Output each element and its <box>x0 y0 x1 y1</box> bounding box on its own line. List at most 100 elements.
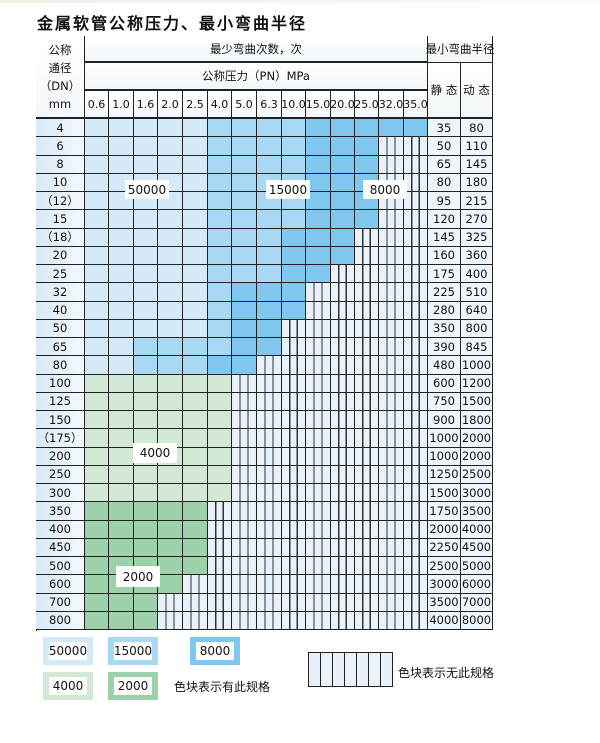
dn-cell: 125 <box>36 392 85 411</box>
bend-count-cell-50000 <box>85 319 109 338</box>
unavailable-cell <box>257 374 282 393</box>
bend-count-cell-50000 <box>109 210 134 229</box>
bend-count-cell-4000 <box>208 484 232 503</box>
bend-count-cell-4000 <box>85 465 109 484</box>
unavailable-cell <box>257 593 282 612</box>
dynamic-radius-cell: 145 <box>461 155 493 174</box>
region-label-15000: 15000 <box>266 180 310 199</box>
dn-cell: 200 <box>36 447 85 466</box>
unavailable-cell <box>379 538 404 557</box>
bend-count-cell-4000 <box>158 411 183 430</box>
bend-count-cell-50000 <box>85 246 109 265</box>
bend-count-cell-4000 <box>208 392 232 411</box>
unavailable-cell <box>208 575 232 594</box>
bend-count-cell-15000 <box>282 155 306 174</box>
static-radius-cell: 750 <box>428 392 461 411</box>
unavailable-cell <box>282 593 306 612</box>
unavailable-cell <box>331 575 355 594</box>
legend-unavailable-text: 色块表示无此规格 <box>398 666 495 680</box>
bend-count-cell-15000 <box>208 192 232 211</box>
unavailable-cell <box>331 392 355 411</box>
bend-count-cell-50000 <box>134 246 158 265</box>
dn-cell: （12） <box>36 192 85 211</box>
bend-count-cell-2000 <box>85 538 109 557</box>
pressure-column-header: 35.0 <box>403 91 428 119</box>
unavailable-cell <box>355 356 379 375</box>
pressure-column-header: 2.0 <box>158 91 183 119</box>
dynamic-radius-cell: 215 <box>461 192 493 211</box>
static-radius-cell: 390 <box>428 338 461 357</box>
bend-count-cell-4000 <box>183 484 208 503</box>
bend-count-cell-15000 <box>257 228 282 247</box>
dn-cell: 350 <box>36 502 85 521</box>
bend-count-cell-8000 <box>404 119 428 138</box>
bend-count-cell-15000 <box>208 119 232 138</box>
unavailable-cell <box>232 538 257 557</box>
unavailable-cell <box>306 593 331 612</box>
dn-cell: 65 <box>36 338 85 357</box>
unavailable-cell <box>331 557 355 576</box>
unavailable-cell <box>404 283 428 302</box>
unavailable-cell <box>208 538 232 557</box>
unavailable-cell <box>404 392 428 411</box>
dn-cell: 15 <box>36 210 85 229</box>
unavailable-cell <box>306 575 331 594</box>
min-radius-header: 最小弯曲半径 <box>426 36 495 63</box>
bend-count-cell-4000 <box>134 411 158 430</box>
bend-count-cell-2000 <box>85 575 109 594</box>
static-radius-cell: 95 <box>428 192 461 211</box>
bend-count-cell-50000 <box>183 283 208 302</box>
dn-cell: 100 <box>36 374 85 393</box>
region-label-8000: 8000 <box>363 180 407 199</box>
bend-count-cell-50000 <box>109 319 134 338</box>
unavailable-cell <box>355 593 379 612</box>
bend-count-cell-50000 <box>183 210 208 229</box>
bend-count-cell-50000 <box>183 246 208 265</box>
unavailable-cell <box>379 356 404 375</box>
unavailable-cell <box>306 283 331 302</box>
static-radius-cell: 1250 <box>428 465 461 484</box>
unavailable-cell <box>404 411 428 430</box>
unavailable-cell <box>306 301 331 320</box>
dynamic-radius-cell: 3500 <box>461 502 493 521</box>
dynamic-radius-cell: 640 <box>461 301 493 320</box>
pressure-header: 公称压力（PN）MPa <box>85 63 428 91</box>
region-label-2000: 2000 <box>116 566 160 587</box>
unavailable-cell <box>306 356 331 375</box>
bend-count-cell-4000 <box>134 392 158 411</box>
legend-label: 2000 <box>114 677 152 695</box>
unavailable-cell <box>331 374 355 393</box>
unavailable-cell <box>257 538 282 557</box>
static-radius-cell: 2250 <box>428 538 461 557</box>
unavailable-cell <box>282 465 306 484</box>
dynamic-radius-cell: 1800 <box>461 411 493 430</box>
dynamic-radius-cell: 2000 <box>461 447 493 466</box>
unavailable-cell <box>257 557 282 576</box>
dynamic-radius-cell: 6000 <box>461 575 493 594</box>
bend-count-cell-15000 <box>232 210 257 229</box>
unavailable-cell <box>183 611 208 630</box>
unavailable-cell <box>282 611 306 630</box>
dn-cell: 32 <box>36 283 85 302</box>
unavailable-cell <box>257 520 282 539</box>
unavailable-cell <box>379 338 404 357</box>
unavailable-cell <box>355 538 379 557</box>
unavailable-cell <box>232 374 257 393</box>
unavailable-cell <box>331 520 355 539</box>
unavailable-cell <box>355 502 379 521</box>
unavailable-cell <box>306 392 331 411</box>
unavailable-cell <box>379 319 404 338</box>
bend-count-cell-8000 <box>331 119 355 138</box>
bend-count-cell-2000 <box>134 502 158 521</box>
unavailable-cell <box>404 192 428 211</box>
bend-count-cell-4000 <box>134 374 158 393</box>
unavailable-cell <box>404 611 428 630</box>
legend-swatch-15000: 15000 <box>108 637 158 665</box>
bend-count-cell-2000 <box>85 593 109 612</box>
legend-swatch-8000: 8000 <box>190 637 240 665</box>
unavailable-cell <box>379 411 404 430</box>
dn-header-line: mm <box>48 96 72 111</box>
unavailable-cell <box>355 447 379 466</box>
unavailable-cell <box>257 447 282 466</box>
bend-count-cell-2000 <box>158 557 183 576</box>
